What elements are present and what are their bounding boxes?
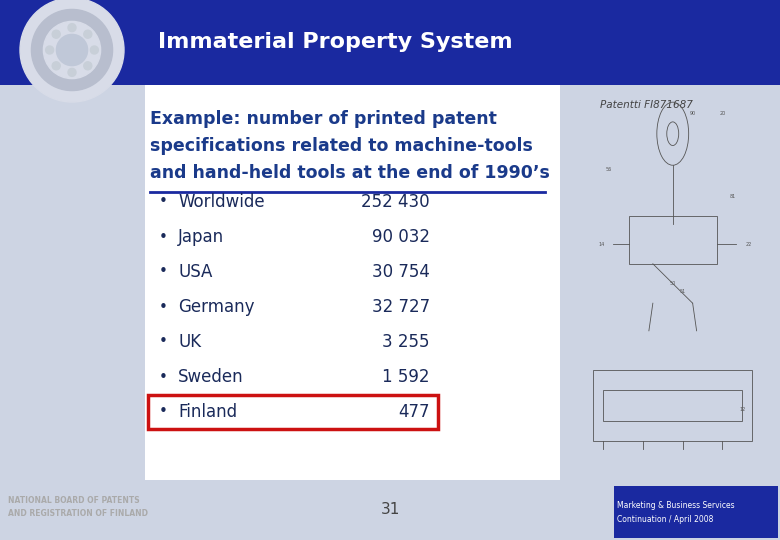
Text: Example: number of printed patent: Example: number of printed patent: [150, 110, 497, 128]
Circle shape: [56, 35, 87, 65]
Text: 81: 81: [729, 194, 736, 199]
Text: USA: USA: [178, 263, 212, 281]
Text: AND REGISTRATION OF FINLAND: AND REGISTRATION OF FINLAND: [8, 509, 148, 518]
Text: and hand-held tools at the end of 1990’s: and hand-held tools at the end of 1990’s: [150, 164, 550, 182]
Text: 252 430: 252 430: [361, 193, 430, 211]
Circle shape: [52, 30, 60, 38]
Text: •: •: [158, 369, 168, 384]
Circle shape: [90, 46, 98, 54]
Text: 31: 31: [381, 503, 399, 517]
Text: Finland: Finland: [178, 403, 237, 421]
Text: 50: 50: [669, 281, 676, 286]
Circle shape: [68, 24, 76, 32]
Text: 12: 12: [739, 407, 746, 412]
Circle shape: [83, 30, 92, 38]
Bar: [0, 0, 145, 85]
Text: Sweden: Sweden: [178, 368, 243, 386]
Text: 477: 477: [399, 403, 430, 421]
Bar: [603, 390, 743, 421]
Text: •: •: [158, 300, 168, 314]
Bar: [629, 217, 717, 264]
Circle shape: [31, 9, 112, 91]
Text: •: •: [158, 194, 168, 210]
Circle shape: [46, 46, 54, 54]
Text: Immaterial Property System: Immaterial Property System: [158, 32, 512, 52]
Text: Japan: Japan: [178, 228, 224, 246]
Text: NATIONAL BOARD OF PATENTS: NATIONAL BOARD OF PATENTS: [8, 496, 140, 505]
Text: Patentti FI871687: Patentti FI871687: [600, 100, 693, 110]
Text: 1 592: 1 592: [382, 368, 430, 386]
Text: 14: 14: [598, 241, 604, 247]
Bar: [145, 60, 560, 480]
Circle shape: [44, 22, 101, 79]
Text: 51: 51: [679, 289, 686, 294]
Text: Continuation / April 2008: Continuation / April 2008: [617, 516, 714, 524]
Text: 32 727: 32 727: [372, 298, 430, 316]
Circle shape: [20, 0, 124, 102]
Bar: [593, 370, 752, 441]
Text: •: •: [158, 334, 168, 349]
Bar: [145, 0, 780, 85]
Text: 56: 56: [606, 167, 612, 172]
Text: 90 032: 90 032: [372, 228, 430, 246]
Bar: [148, 395, 438, 429]
Text: •: •: [158, 265, 168, 280]
Text: •: •: [158, 404, 168, 420]
Text: Marketing & Business Services: Marketing & Business Services: [617, 501, 735, 510]
Text: specifications related to machine-tools: specifications related to machine-tools: [150, 137, 533, 155]
Text: 3 255: 3 255: [382, 333, 430, 351]
Circle shape: [68, 69, 76, 76]
Text: 20: 20: [719, 111, 725, 117]
Circle shape: [52, 62, 60, 70]
Text: 30 754: 30 754: [372, 263, 430, 281]
Text: Worldwide: Worldwide: [178, 193, 264, 211]
Text: UK: UK: [178, 333, 201, 351]
Text: 22: 22: [745, 241, 751, 247]
Text: Germany: Germany: [178, 298, 254, 316]
Text: 90: 90: [690, 111, 696, 117]
Text: •: •: [158, 230, 168, 245]
Circle shape: [83, 62, 92, 70]
Bar: [614, 486, 778, 538]
